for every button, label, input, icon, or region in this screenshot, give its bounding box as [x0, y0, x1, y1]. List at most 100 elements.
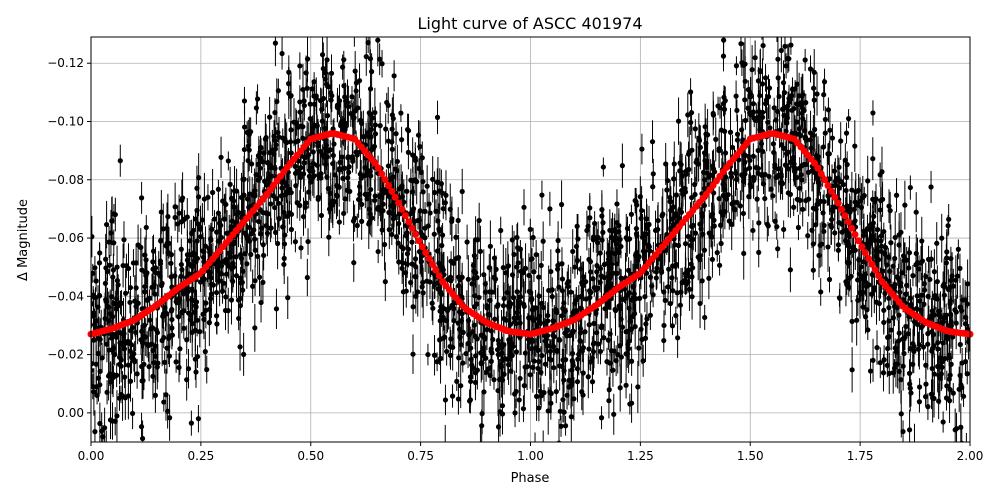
data-point [520, 270, 525, 275]
data-point [694, 160, 699, 165]
data-point [425, 352, 430, 357]
data-point [769, 2, 774, 7]
data-point [634, 250, 639, 255]
data-point [139, 267, 144, 272]
data-point [122, 374, 127, 379]
data-point [127, 300, 132, 305]
data-point [710, 257, 715, 262]
data-point [230, 279, 235, 284]
data-point [220, 289, 225, 294]
data-point [908, 386, 913, 391]
data-point [369, 215, 374, 220]
data-point [257, 275, 262, 280]
data-point [92, 429, 97, 434]
data-point [124, 263, 129, 268]
data-point [151, 249, 156, 254]
data-point [335, 105, 340, 110]
data-point [515, 245, 520, 250]
data-point [571, 396, 576, 401]
data-point [799, 111, 804, 116]
data-point [599, 238, 604, 243]
data-point [232, 188, 237, 193]
data-point [470, 329, 475, 334]
data-point [661, 323, 666, 328]
data-point [368, 187, 373, 192]
data-point [917, 384, 922, 389]
data-point [102, 316, 107, 321]
data-point [946, 217, 951, 222]
data-point [570, 351, 575, 356]
data-point [477, 218, 482, 223]
data-point [139, 378, 144, 383]
data-point [479, 360, 484, 365]
data-point [316, 173, 321, 178]
data-point [560, 397, 565, 402]
data-point [616, 229, 621, 234]
data-point [208, 296, 213, 301]
data-point [797, 198, 802, 203]
data-point [870, 197, 875, 202]
data-point [406, 150, 411, 155]
data-point [528, 257, 533, 262]
data-point [288, 127, 293, 132]
data-point [459, 318, 464, 323]
data-point [609, 348, 614, 353]
data-point [888, 208, 893, 213]
data-point [958, 382, 963, 387]
data-point [917, 399, 922, 404]
data-point [623, 295, 628, 300]
data-point [766, 223, 771, 228]
data-point [728, 130, 733, 135]
data-point [392, 73, 397, 78]
data-point [378, 123, 383, 128]
data-point [184, 377, 189, 382]
data-point [687, 287, 692, 292]
data-point [710, 163, 715, 168]
data-point [331, 153, 336, 158]
data-point [439, 181, 444, 186]
data-point [448, 344, 453, 349]
data-point [325, 113, 330, 118]
data-point [472, 253, 477, 258]
data-point [880, 197, 885, 202]
data-point [720, 211, 725, 216]
data-point [380, 188, 385, 193]
data-point [508, 301, 513, 306]
data-point [878, 207, 883, 212]
data-point [131, 260, 136, 265]
data-point [276, 88, 281, 93]
data-point [108, 417, 113, 422]
data-point [448, 336, 453, 341]
data-point [252, 325, 257, 330]
data-point [633, 324, 638, 329]
data-point [829, 224, 834, 229]
data-point [881, 308, 886, 313]
data-point [641, 358, 646, 363]
data-point [633, 199, 638, 204]
data-point [886, 204, 891, 209]
data-point [715, 250, 720, 255]
data-point [368, 86, 373, 91]
data-point [184, 337, 189, 342]
data-point [348, 111, 353, 116]
data-point [126, 393, 131, 398]
data-point [108, 230, 113, 235]
data-point [892, 256, 897, 261]
data-point [152, 282, 157, 287]
data-point [289, 190, 294, 195]
data-point [821, 144, 826, 149]
data-point [619, 276, 624, 281]
data-point [569, 414, 574, 419]
data-point [648, 275, 653, 280]
data-point [702, 150, 707, 155]
data-point [959, 308, 964, 313]
data-point [319, 213, 324, 218]
data-point [342, 196, 347, 201]
data-point [196, 416, 201, 421]
data-point [478, 442, 483, 447]
data-point [151, 360, 156, 365]
data-point [637, 296, 642, 301]
data-point [585, 224, 590, 229]
data-point [935, 340, 940, 345]
data-point [600, 220, 605, 225]
